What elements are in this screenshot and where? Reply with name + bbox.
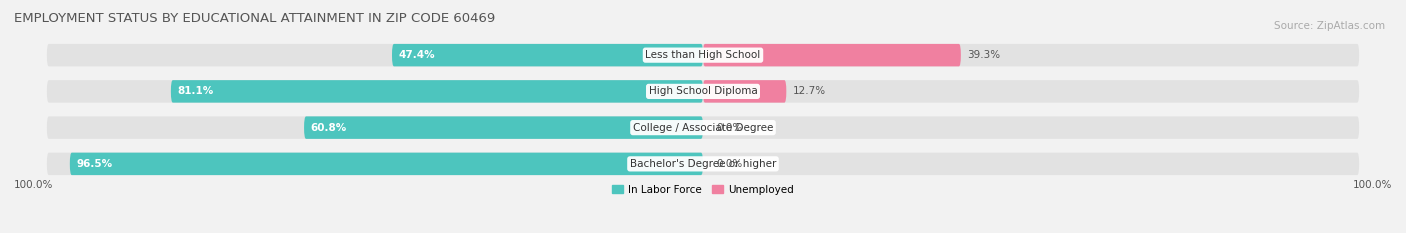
FancyBboxPatch shape [304, 116, 703, 139]
Text: 81.1%: 81.1% [177, 86, 214, 96]
FancyBboxPatch shape [46, 116, 1360, 139]
FancyBboxPatch shape [46, 80, 1360, 103]
FancyBboxPatch shape [172, 80, 703, 103]
Text: 0.0%: 0.0% [716, 159, 742, 169]
FancyBboxPatch shape [703, 80, 786, 103]
Text: 60.8%: 60.8% [311, 123, 347, 133]
FancyBboxPatch shape [70, 153, 703, 175]
Legend: In Labor Force, Unemployed: In Labor Force, Unemployed [609, 181, 797, 199]
Text: 100.0%: 100.0% [1353, 180, 1392, 190]
Text: 47.4%: 47.4% [398, 50, 436, 60]
Text: EMPLOYMENT STATUS BY EDUCATIONAL ATTAINMENT IN ZIP CODE 60469: EMPLOYMENT STATUS BY EDUCATIONAL ATTAINM… [14, 12, 495, 25]
Text: Bachelor's Degree or higher: Bachelor's Degree or higher [630, 159, 776, 169]
Text: Less than High School: Less than High School [645, 50, 761, 60]
Text: High School Diploma: High School Diploma [648, 86, 758, 96]
FancyBboxPatch shape [46, 44, 1360, 66]
Text: 12.7%: 12.7% [793, 86, 825, 96]
Text: Source: ZipAtlas.com: Source: ZipAtlas.com [1274, 21, 1385, 31]
Text: 39.3%: 39.3% [967, 50, 1001, 60]
Text: 100.0%: 100.0% [14, 180, 53, 190]
FancyBboxPatch shape [392, 44, 703, 66]
Text: College / Associate Degree: College / Associate Degree [633, 123, 773, 133]
Text: 96.5%: 96.5% [76, 159, 112, 169]
Text: 0.0%: 0.0% [716, 123, 742, 133]
FancyBboxPatch shape [703, 44, 960, 66]
FancyBboxPatch shape [46, 153, 1360, 175]
